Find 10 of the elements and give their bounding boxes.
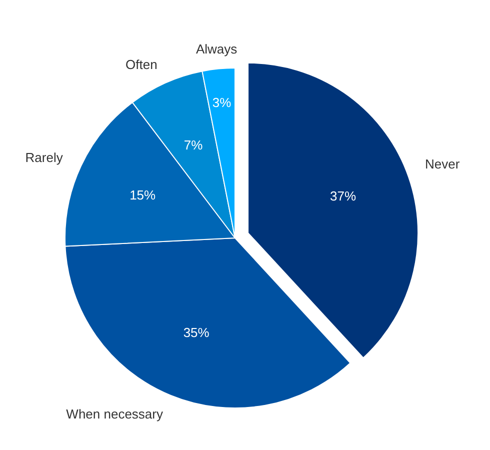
slice-label: Always	[196, 41, 238, 56]
slice-label: When necessary	[66, 406, 164, 422]
data-label: 37%	[330, 188, 356, 204]
data-label: 15%	[130, 187, 156, 202]
data-label: 7%	[184, 137, 204, 152]
slice-label: Often	[126, 57, 158, 72]
data-label: 3%	[212, 95, 232, 110]
data-label: 35%	[183, 324, 210, 340]
slice-label: Never	[425, 156, 460, 172]
slice-label: Rarely	[25, 150, 64, 166]
